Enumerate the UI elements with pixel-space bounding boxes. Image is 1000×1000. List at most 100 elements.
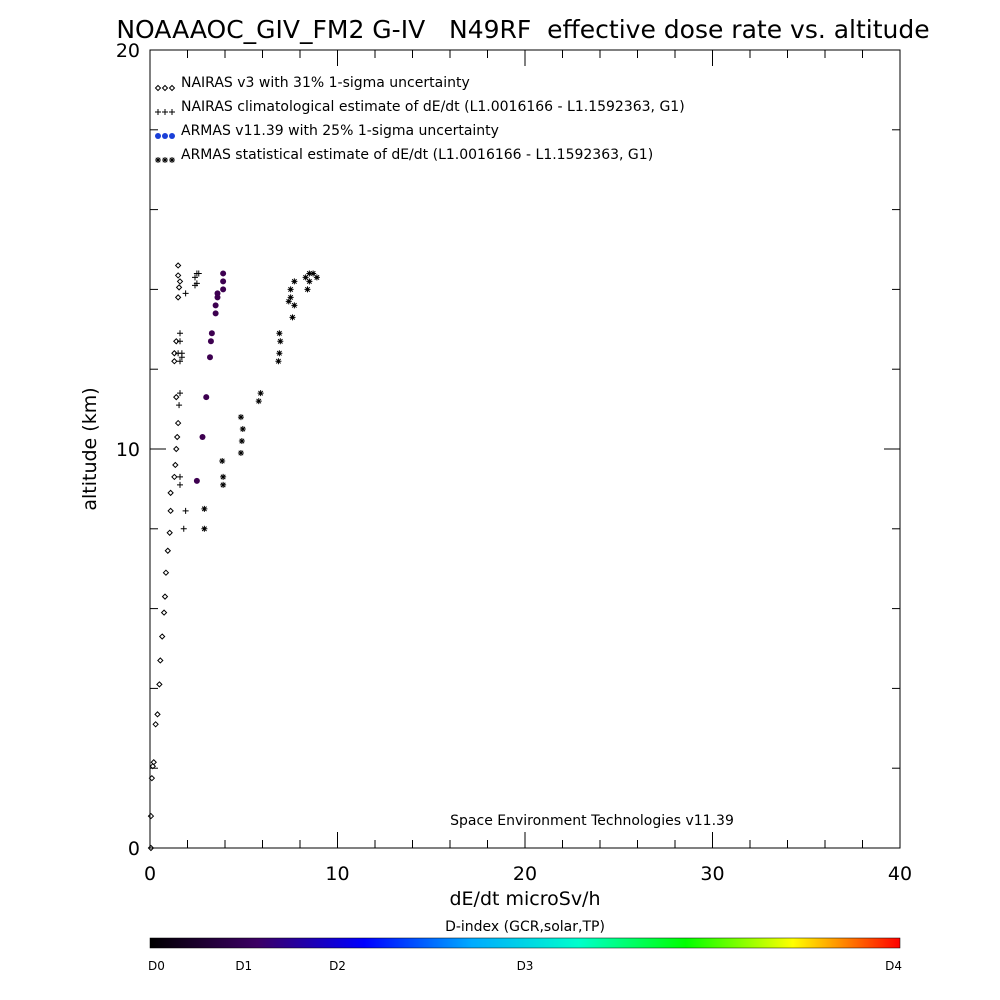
asterisk-point [291,278,298,285]
legend-item: ARMAS v11.39 with 25% 1-sigma uncertaint… [155,123,499,139]
diamond-point [147,812,155,820]
legend-symbol [169,133,175,139]
colorbar-tick-label: D2 [329,959,346,973]
diamond-point [171,350,178,357]
diamond-point [173,445,180,453]
legend-item: ARMAS statistical estimate of dE/dt (L1.… [155,147,653,163]
asterisk-point [289,314,296,321]
asterisk-point [201,525,208,532]
legend-symbol [155,109,161,115]
colorbar-tick-label: D1 [235,959,252,973]
asterisk-point [306,270,313,277]
legend-label: NAIRAS climatological estimate of dE/dt … [181,99,685,115]
legend-symbol [162,109,168,115]
diamond-point [157,657,164,664]
diamond-point [171,473,178,481]
diamond-point [148,774,156,782]
dot-point [220,278,227,285]
asterisk-point [257,390,264,397]
asterisk-point [285,298,292,305]
dot-point [214,290,221,297]
legend-symbol [162,157,168,163]
diamond-point [174,262,182,269]
legend-label: ARMAS statistical estimate of dE/dt (L1.… [181,147,653,163]
footer-credit: Space Environment Technologies v11.39 [450,813,734,829]
dot-point [203,394,210,401]
plus-point [176,402,183,409]
asterisk-point [237,449,244,456]
diamond-point [147,844,155,852]
plus-point [177,338,183,345]
legend-symbol [169,109,175,115]
diamond-point [173,433,181,441]
dot-point [199,434,206,441]
diamond-point [156,681,163,688]
y-tick-label: 10 [116,439,140,461]
diamond-point [164,547,172,554]
diamond-point [167,507,174,515]
plus-point [182,290,189,297]
legend-symbol [162,133,168,139]
diamond-point [167,489,174,497]
diamond-point [150,759,157,766]
data-points [147,262,320,852]
colorbar-label: D-index (GCR,solar,TP) [445,919,605,935]
asterisk-point [255,398,262,405]
asterisk-point [313,274,320,281]
dot-point [220,286,227,293]
x-tick-label: 30 [700,863,724,885]
legend-label: NAIRAS v3 with 31% 1-sigma uncertainty [181,75,470,91]
diamond-point [171,358,178,365]
diamond-point [174,419,182,427]
asterisk-point [276,330,283,337]
dot-point [212,302,219,309]
dot-point [193,477,200,484]
diamond-point [160,609,168,616]
diamond-point [152,721,159,728]
x-axis-label: dE/dt microSv/h [449,888,600,910]
plot-frame [149,49,901,849]
x-tick-label: 0 [144,863,156,885]
chart-title: NOAAAOC_GIV_FM2 G-IV N49RF effective dos… [116,15,929,44]
x-tick-labels: 0 10 20 30 40 [144,863,912,885]
colorbar-ticks: D0 D1 D2 D3 D4 [148,959,902,973]
dot-point [212,310,219,317]
dot-point [220,270,227,277]
colorbar-tick-label: D4 [885,959,902,973]
diamond-point [166,529,173,536]
legend: NAIRAS v3 with 31% 1-sigma uncertainty NA… [154,75,685,163]
asterisk-point [287,294,294,301]
asterisk-point [220,481,227,488]
plus-point [195,270,202,277]
axis-ticks [149,49,901,849]
plus-point [192,274,198,281]
asterisk-point [237,414,244,421]
diamond-point [158,633,166,640]
asterisk-point [275,358,282,365]
plus-point [193,280,200,287]
x-tick-label: 10 [325,863,349,885]
asterisk-point [201,505,208,512]
y-axis-label: altitude (km) [79,387,101,510]
dot-point [208,330,215,337]
diamond-point [176,278,184,285]
colorbar-tick-label: D3 [517,959,534,973]
x-tick-label: 20 [513,863,537,885]
dot-point [207,354,213,361]
asterisk-point [291,302,298,309]
asterisk-point [276,350,283,357]
diamond-point [154,711,161,718]
y-tick-label: 20 [116,40,140,62]
legend-label: ARMAS v11.39 with 25% 1-sigma uncertaint… [181,123,499,139]
plus-point [177,390,183,397]
colorbar-tick-label: D0 [148,959,165,973]
legend-symbol [161,84,169,92]
colorbar [149,937,901,949]
asterisk-point [306,278,313,285]
asterisk-point [310,270,317,277]
legend-symbol [155,157,161,163]
plus-point [177,330,183,337]
legend-symbol [154,84,162,92]
plus-point [178,350,185,357]
